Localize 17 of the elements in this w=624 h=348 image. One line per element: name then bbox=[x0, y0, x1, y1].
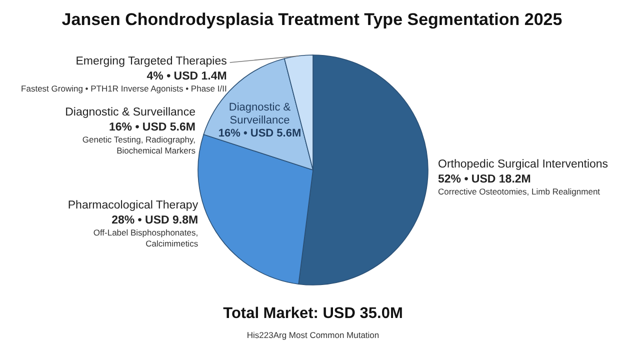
data-label: 52% • USD 18.2M bbox=[438, 174, 531, 186]
text: Corrective Osteotomies, Limb Realignment bbox=[438, 186, 600, 197]
data-label: 16% • USD 5.6M bbox=[109, 122, 196, 134]
text: Off-Label Bisphosphonates, Calcimimetics bbox=[93, 227, 198, 248]
text: 16% • USD 5.6M bbox=[218, 128, 302, 140]
slice-label: Orthopedic Surgical Interventions bbox=[438, 158, 608, 171]
text: Total Market: USD 35.0M bbox=[223, 305, 403, 322]
text: Genetic Testing, Radiography, Biochemical Markers bbox=[82, 134, 196, 156]
text: His223Arg Most Common Mutation bbox=[246, 330, 380, 340]
data-label: 28% • USD 9.8M bbox=[112, 214, 198, 226]
text: Fastest Growing • PTH1R Inverse Agonists • Phase I/II bbox=[21, 84, 227, 94]
data-label: 4% • USD 1.4M bbox=[146, 70, 227, 83]
chart-title: Jansen Chondrodysplasia Treatment Type Segmentation 2025 bbox=[62, 10, 562, 29]
slice-label: Pharmacological Therapy bbox=[68, 199, 198, 212]
slice-label: Diagnostic & Surveillance bbox=[65, 106, 196, 119]
slice-label: Diagnostic & Surveillance bbox=[228, 102, 292, 127]
slice-label: Emerging Targeted Therapies bbox=[76, 56, 228, 68]
